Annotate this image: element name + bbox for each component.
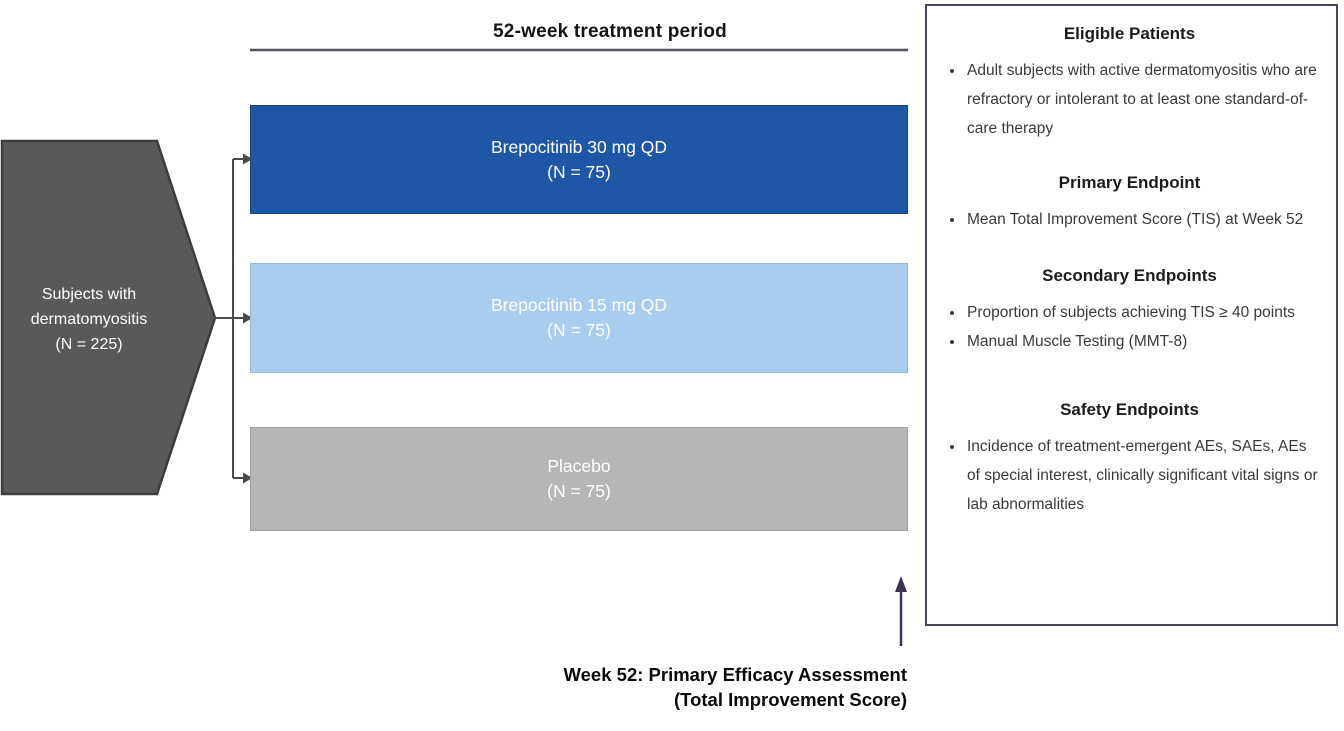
- arm-n: (N = 75): [547, 320, 611, 340]
- bullet-item: Adult subjects with active dermatomyosit…: [965, 56, 1320, 143]
- section-title-secondary-endpoints: Secondary Endpoints: [1042, 266, 1217, 285]
- assessment-line-1: Week 52: Primary Efficacy Assessment: [563, 664, 907, 685]
- week52-arrow: [895, 576, 907, 646]
- bullet-item: Manual Muscle Testing (MMT-8): [965, 327, 1320, 356]
- safety-endpoints-list: Incidence of treatment-emergent AEs, SAE…: [939, 432, 1320, 519]
- assessment-line-2: (Total Improvement Score): [673, 689, 907, 710]
- section-title-safety-endpoints: Safety Endpoints: [1060, 400, 1199, 419]
- population-label: Subjects with dermatomyositis (N = 225): [0, 282, 178, 357]
- treatment-arm-placebo: Placebo (N = 75): [250, 427, 908, 531]
- arm-name: Brepocitinib 30 mg QD: [490, 136, 668, 157]
- arm-n: (N = 75): [547, 161, 611, 182]
- arm-name: Placebo: [547, 456, 611, 476]
- bullet-item: Proportion of subjects achieving TIS ≥ 4…: [965, 298, 1320, 327]
- bullet-item: Incidence of treatment-emergent AEs, SAE…: [965, 432, 1320, 519]
- treatment-arm-brepocitinib-30: Brepocitinib 30 mg QD (N = 75): [250, 105, 908, 214]
- primary-endpoint-list: Mean Total Improvement Score (TIS) at We…: [939, 205, 1320, 234]
- population-line: dermatomyositis: [30, 311, 148, 328]
- eligible-patients-list: Adult subjects with active dermatomyosit…: [939, 56, 1320, 143]
- section-title-primary-endpoint: Primary Endpoint: [1058, 173, 1201, 192]
- population-line: Subjects with: [41, 286, 137, 303]
- treatment-period-label: 52-week treatment period: [493, 21, 727, 42]
- treatment-arm-brepocitinib-15: Brepocitinib 15 mg QD (N = 75): [250, 263, 908, 373]
- arm-n: (N = 75): [547, 481, 611, 501]
- arm-name: Brepocitinib 15 mg QD: [490, 295, 668, 315]
- arrow-up-icon: [895, 576, 907, 592]
- population-n: (N = 225): [55, 336, 123, 353]
- week52-assessment-label: Week 52: Primary Efficacy Assessment (To…: [450, 662, 907, 712]
- secondary-endpoints-list: Proportion of subjects achieving TIS ≥ 4…: [939, 298, 1320, 356]
- bullet-item: Mean Total Improvement Score (TIS) at We…: [965, 205, 1320, 234]
- endpoints-panel: Eligible Patients Adult subjects with ac…: [925, 4, 1338, 626]
- connector-lines: [214, 153, 253, 484]
- section-title-eligible-patients: Eligible Patients: [1063, 24, 1196, 43]
